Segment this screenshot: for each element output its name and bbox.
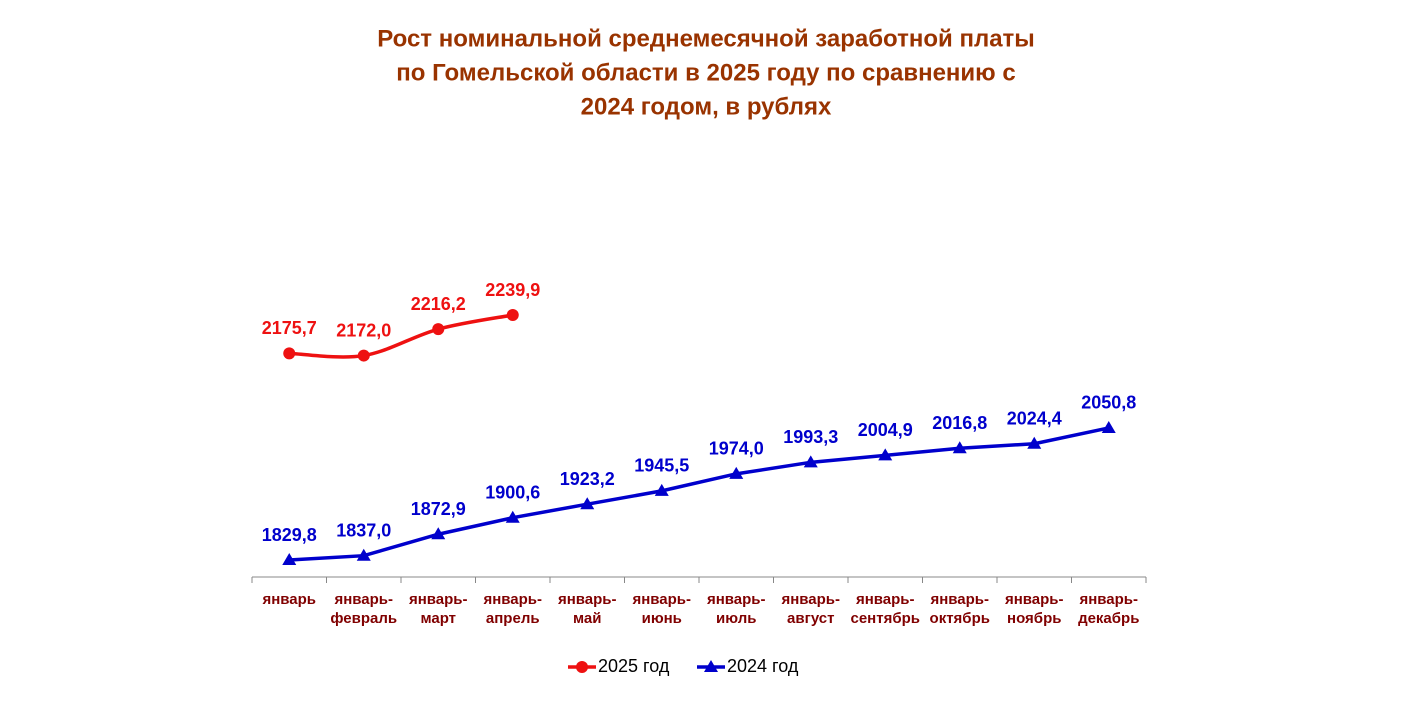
data-label: 2004,9 — [858, 420, 913, 440]
data-label: 1993,3 — [783, 427, 838, 447]
data-label: 1974,0 — [709, 439, 764, 459]
point — [803, 455, 818, 468]
x-tick-label: январь-июль — [707, 591, 766, 627]
data-label: 2172,0 — [336, 320, 391, 340]
chart-title: Рост номинальной среднемесячной заработн… — [377, 25, 1035, 52]
line — [289, 426, 1110, 562]
data-label: 1837,0 — [336, 520, 391, 540]
data-label: 1829,8 — [262, 525, 317, 545]
point — [357, 349, 370, 362]
x-tick-label: январь-октябрь — [930, 591, 990, 627]
point — [282, 553, 297, 565]
point — [1027, 436, 1042, 449]
point — [654, 483, 669, 496]
point — [506, 309, 519, 321]
data-label: 2239,9 — [485, 280, 540, 300]
data-label: 2016,8 — [932, 413, 987, 433]
point — [432, 323, 445, 336]
x-tick-label: январь-июнь — [632, 591, 691, 627]
point — [704, 660, 718, 672]
x-tick-label: январь-март — [409, 591, 468, 627]
legend-label: 2025 год — [598, 656, 670, 676]
x-tick-label: январь-апрель — [483, 591, 542, 627]
point — [431, 527, 446, 540]
data-label: 1945,5 — [634, 456, 689, 476]
x-tick-label: январь-август — [781, 591, 840, 627]
x-tick-label: январь-май — [558, 591, 617, 627]
x-tick-label: январь-февраль — [330, 591, 397, 627]
data-label: 1900,6 — [485, 482, 540, 502]
point — [952, 441, 967, 454]
chart-title: по Гомельской области в 2025 году по сра… — [396, 59, 1015, 86]
x-tick-label: январь-декабрь — [1078, 591, 1139, 627]
point — [576, 661, 588, 673]
x-tick-label: январь-ноябрь — [1005, 591, 1064, 627]
point — [878, 448, 893, 461]
data-label: 1923,2 — [560, 469, 615, 489]
data-label: 2024,4 — [1007, 408, 1062, 428]
data-label: 2050,8 — [1081, 393, 1136, 413]
point — [356, 548, 371, 561]
x-tick-label: январь — [262, 591, 316, 608]
data-label: 1872,9 — [411, 499, 466, 519]
point — [283, 347, 296, 360]
x-tick-label: январь-сентябрь — [851, 591, 921, 627]
data-label: 2175,7 — [262, 318, 317, 338]
point — [505, 510, 520, 523]
point — [1101, 420, 1116, 433]
point — [729, 466, 744, 479]
chart-title: 2024 годом, в рублях — [581, 93, 832, 120]
legend-label: 2024 год — [727, 656, 799, 676]
point — [580, 497, 595, 510]
data-label: 2216,2 — [411, 294, 466, 314]
line — [289, 313, 514, 359]
